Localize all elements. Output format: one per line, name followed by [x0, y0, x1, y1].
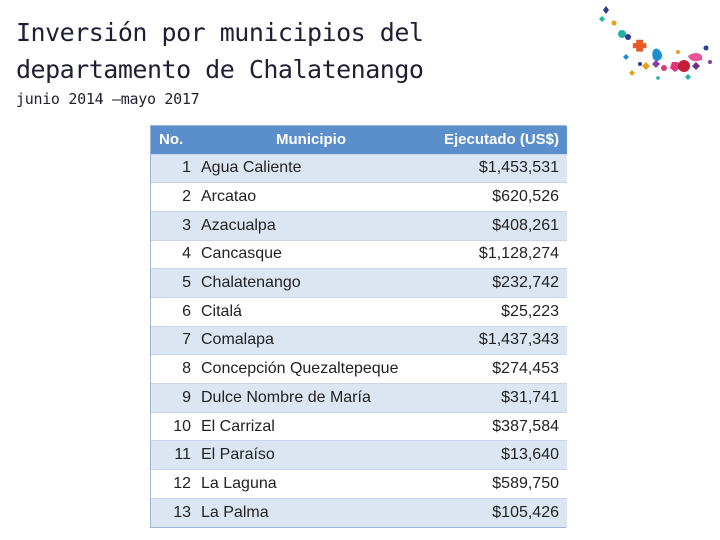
row-number: 1 — [151, 153, 197, 183]
row-ejecutado: $1,437,343 — [425, 325, 567, 355]
table-row: 12 La Laguna $589,750 — [151, 469, 567, 499]
header-municipio: Municipio — [197, 126, 425, 154]
row-ejecutado: $105,426 — [425, 497, 567, 527]
table-row: 2 Arcatao $620,526 — [151, 182, 567, 212]
row-number: 3 — [151, 210, 197, 241]
row-number: 5 — [151, 268, 197, 298]
row-ejecutado: $1,128,274 — [425, 239, 567, 269]
table-row: 1 Agua Caliente $1,453,531 — [151, 153, 567, 183]
row-municipio: Azacualpa — [197, 210, 425, 241]
row-municipio: La Laguna — [197, 469, 425, 499]
row-ejecutado: $589,750 — [425, 469, 567, 499]
row-ejecutado: $1,453,531 — [425, 153, 567, 183]
title-line-1: Inversión por municipios del — [16, 18, 424, 47]
row-number: 6 — [151, 296, 197, 327]
row-number: 10 — [151, 411, 197, 441]
row-number: 4 — [151, 239, 197, 269]
row-number: 13 — [151, 497, 197, 527]
page-title: Inversión por municipios del departament… — [16, 14, 424, 88]
row-number: 2 — [151, 182, 197, 212]
row-ejecutado: $620,526 — [425, 182, 567, 212]
table-row: 5 Chalatenango $232,742 — [151, 268, 567, 298]
date-range-subtitle: junio 2014 –mayo 2017 — [16, 90, 200, 108]
row-municipio: La Palma — [197, 497, 425, 527]
header-no: No. — [151, 126, 197, 154]
row-number: 8 — [151, 354, 197, 384]
table-row: 7 Comalapa $1,437,343 — [151, 325, 567, 355]
table-row: 13 La Palma $105,426 — [151, 497, 567, 527]
investment-table: No. Municipio Ejecutado (US$) 1 Agua Cali… — [150, 125, 567, 528]
row-ejecutado: $408,261 — [425, 210, 567, 241]
title-line-2: departamento de Chalatenango — [16, 55, 424, 84]
row-municipio: El Carrizal — [197, 411, 425, 441]
table-header-row: No. Municipio Ejecutado (US$) — [151, 126, 567, 154]
row-number: 12 — [151, 469, 197, 499]
table-row: 11 El Paraíso $13,640 — [151, 440, 567, 470]
row-municipio: Comalapa — [197, 325, 425, 355]
row-municipio: Concepción Quezaltepeque — [197, 354, 425, 384]
row-municipio: Chalatenango — [197, 268, 425, 298]
row-ejecutado: $25,223 — [425, 296, 567, 327]
table-row: 3 Azacualpa $408,261 — [151, 210, 567, 241]
row-ejecutado: $387,584 — [425, 411, 567, 441]
row-municipio: Cancasque — [197, 239, 425, 269]
table-row: 8 Concepción Quezaltepeque $274,453 — [151, 354, 567, 384]
municipios-table: No. Municipio Ejecutado (US$) 1 Agua Cali… — [151, 126, 567, 527]
row-number: 9 — [151, 383, 197, 413]
row-ejecutado: $31,741 — [425, 383, 567, 413]
header-ejecutado: Ejecutado (US$) — [425, 126, 567, 154]
row-municipio: Arcatao — [197, 182, 425, 212]
row-municipio: Citalá — [197, 296, 425, 327]
confetti-logo-icon — [599, 6, 712, 80]
table-row: 10 El Carrizal $387,584 — [151, 411, 567, 441]
row-ejecutado: $232,742 — [425, 268, 567, 298]
row-municipio: El Paraíso — [197, 440, 425, 470]
row-municipio: Dulce Nombre de María — [197, 383, 425, 413]
row-number: 11 — [151, 440, 197, 470]
table-row: 4 Cancasque $1,128,274 — [151, 239, 567, 269]
table-body: 1 Agua Caliente $1,453,531 2 Arcatao $620,526… — [151, 153, 567, 527]
row-municipio: Agua Caliente — [197, 153, 425, 183]
title-block: Inversión por municipios del departament… — [16, 14, 424, 108]
table-row: 6 Citalá $25,223 — [151, 296, 567, 327]
row-ejecutado: $274,453 — [425, 354, 567, 384]
row-ejecutado: $13,640 — [425, 440, 567, 470]
table-row: 9 Dulce Nombre de María $31,741 — [151, 383, 567, 413]
row-number: 7 — [151, 325, 197, 355]
